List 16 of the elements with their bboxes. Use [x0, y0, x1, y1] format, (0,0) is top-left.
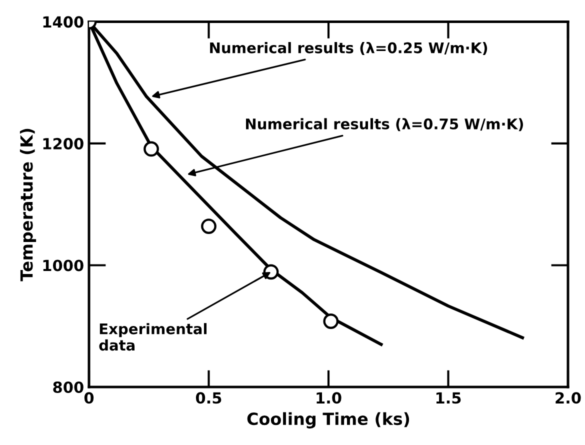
annotation: Numerical results (λ=0.25 W/m·K): [210, 42, 488, 56]
y-tick-label: 1400: [43, 16, 84, 28]
annotation: Experimental data: [99, 323, 207, 351]
x-tick-label: 1.5: [436, 392, 461, 404]
x-tick-label: 0.5: [196, 392, 222, 404]
point: [323, 314, 339, 329]
y-tick-label: 1200: [43, 138, 84, 150]
y-tick-label: 1000: [43, 260, 84, 272]
x-tick-label: 0: [84, 392, 94, 404]
x-tick-label: 1.0: [316, 392, 342, 404]
annotation: Numerical results (λ=0.75 W/m·K): [246, 118, 524, 132]
y-tick-label: 800: [53, 381, 84, 394]
y-axis-title: Temperature (K): [20, 128, 36, 282]
x-tick-label: 2.0: [556, 392, 581, 404]
x-axis-title: Cooling Time (ks): [247, 412, 410, 428]
point: [201, 218, 216, 234]
